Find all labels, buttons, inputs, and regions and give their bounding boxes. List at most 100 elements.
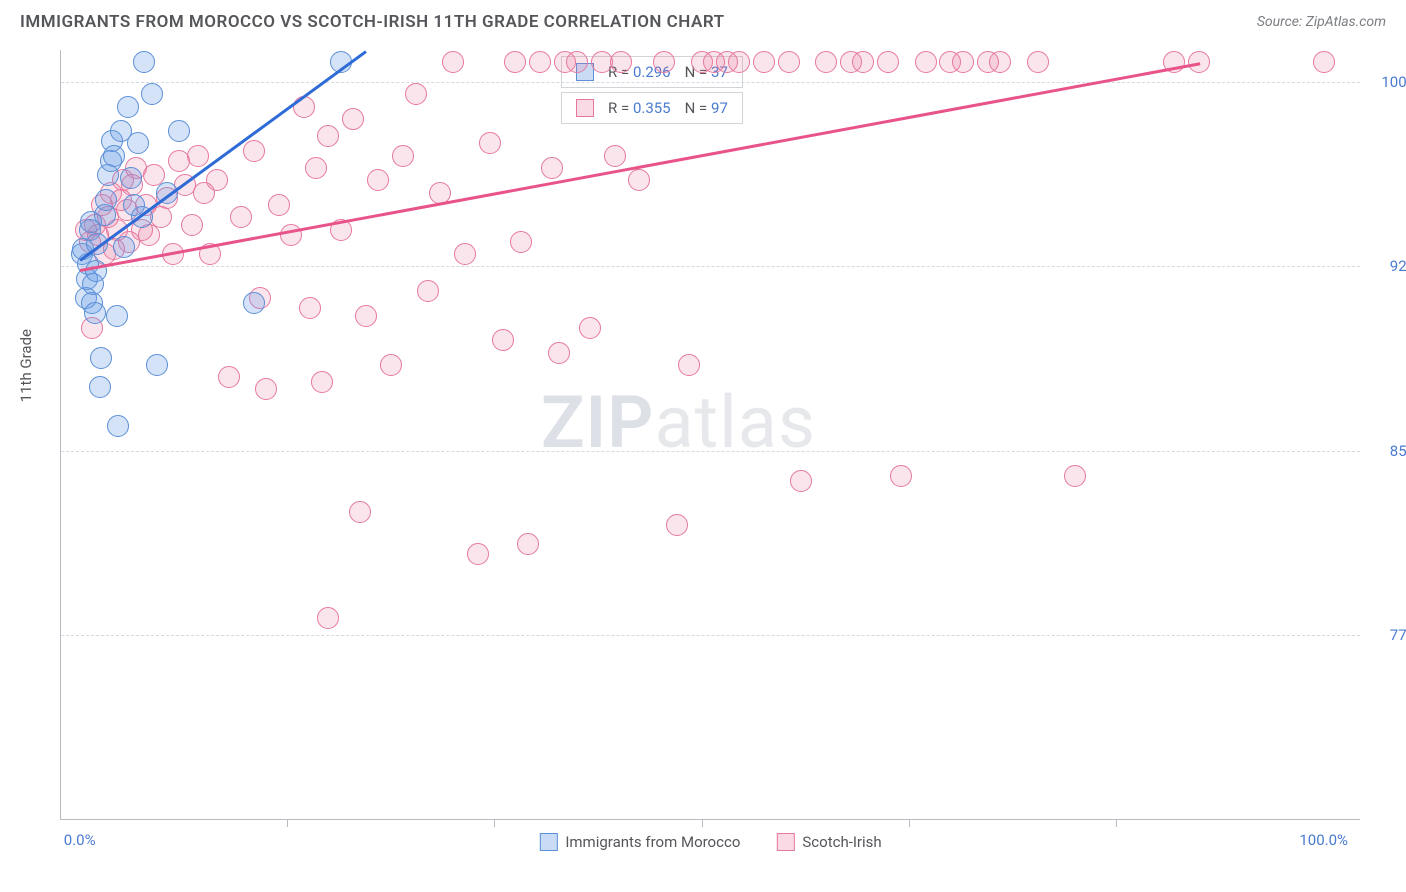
- data-point: [127, 132, 149, 154]
- data-point: [610, 51, 632, 73]
- swatch-blue-icon: [539, 833, 557, 851]
- data-point: [492, 329, 514, 351]
- gridline: [61, 635, 1360, 636]
- data-point: [230, 206, 252, 228]
- data-point: [915, 51, 937, 73]
- data-point: [510, 231, 532, 253]
- watermark: ZIPatlas: [541, 380, 816, 465]
- data-point: [417, 280, 439, 302]
- data-point: [243, 140, 265, 162]
- swatch-pink-icon: [776, 833, 794, 851]
- data-point: [342, 108, 364, 130]
- data-point: [218, 366, 240, 388]
- data-point: [317, 607, 339, 629]
- legend-item-blue: Immigrants from Morocco: [539, 833, 740, 851]
- gridline: [61, 266, 1360, 267]
- data-point: [454, 243, 476, 265]
- bottom-legend: Immigrants from Morocco Scotch-Irish: [539, 833, 881, 851]
- y-tick-label: 85.0%: [1370, 442, 1406, 460]
- legend-label: Scotch-Irish: [802, 833, 881, 851]
- data-point: [790, 470, 812, 492]
- data-point: [467, 543, 489, 565]
- data-point: [206, 169, 228, 191]
- data-point: [566, 51, 588, 73]
- swatch-pink-icon: [576, 99, 594, 117]
- data-point: [517, 533, 539, 555]
- data-point: [367, 169, 389, 191]
- data-point: [852, 51, 874, 73]
- x-tick-label: 0.0%: [64, 831, 96, 849]
- data-point: [293, 96, 315, 118]
- data-point: [133, 51, 155, 73]
- data-point: [107, 415, 129, 437]
- data-point: [666, 514, 688, 536]
- data-point: [604, 145, 626, 167]
- data-point: [815, 51, 837, 73]
- data-point: [653, 51, 675, 73]
- data-point: [778, 51, 800, 73]
- data-point: [268, 194, 290, 216]
- data-point: [243, 292, 265, 314]
- x-tick-label: 100.0%: [1299, 831, 1348, 849]
- y-tick-label: 77.5%: [1370, 626, 1406, 644]
- data-point: [168, 120, 190, 142]
- y-tick-label: 92.5%: [1370, 257, 1406, 275]
- data-point: [349, 501, 371, 523]
- data-point: [678, 354, 700, 376]
- y-tick-label: 100.0%: [1370, 73, 1406, 91]
- data-point: [380, 354, 402, 376]
- data-point: [90, 347, 112, 369]
- data-point: [120, 167, 142, 189]
- data-point: [504, 51, 526, 73]
- legend-label: Immigrants from Morocco: [565, 833, 740, 851]
- data-point: [146, 354, 168, 376]
- data-point: [117, 96, 139, 118]
- data-point: [952, 51, 974, 73]
- x-tick: [909, 819, 910, 827]
- data-point: [753, 51, 775, 73]
- data-point: [84, 302, 106, 324]
- data-point: [579, 317, 601, 339]
- data-point: [890, 465, 912, 487]
- data-point: [141, 83, 163, 105]
- legend-item-pink: Scotch-Irish: [776, 833, 881, 851]
- gridline: [61, 451, 1360, 452]
- y-axis-title: 11th Grade: [17, 329, 35, 402]
- data-point: [280, 224, 302, 246]
- data-point: [989, 51, 1011, 73]
- data-point: [181, 214, 203, 236]
- chart-title: IMMIGRANTS FROM MOROCCO VS SCOTCH-IRISH …: [20, 12, 725, 32]
- data-point: [529, 51, 551, 73]
- data-point: [317, 125, 339, 147]
- data-point: [877, 51, 899, 73]
- data-point: [95, 189, 117, 211]
- data-point: [187, 145, 209, 167]
- data-point: [255, 378, 277, 400]
- data-point: [103, 145, 125, 167]
- data-point: [311, 371, 333, 393]
- data-point: [299, 297, 321, 319]
- data-point: [541, 157, 563, 179]
- data-point: [405, 83, 427, 105]
- data-point: [479, 132, 501, 154]
- data-point: [113, 236, 135, 258]
- x-tick: [287, 819, 288, 827]
- x-tick: [494, 819, 495, 827]
- data-point: [442, 51, 464, 73]
- data-point: [305, 157, 327, 179]
- data-point: [628, 169, 650, 191]
- data-point: [355, 305, 377, 327]
- gridline: [61, 82, 1360, 83]
- data-point: [89, 376, 111, 398]
- stats-box-pink: R = 0.355 N = 97: [561, 92, 743, 124]
- source-label: Source: ZipAtlas.com: [1257, 14, 1386, 30]
- data-point: [1313, 51, 1335, 73]
- scatter-chart: ZIPatlas R = 0.296 N = 37 R = 0.355 N = …: [60, 50, 1360, 820]
- data-point: [548, 342, 570, 364]
- x-tick: [702, 819, 703, 827]
- data-point: [1027, 51, 1049, 73]
- data-point: [1064, 465, 1086, 487]
- data-point: [392, 145, 414, 167]
- data-point: [106, 305, 128, 327]
- x-tick: [1116, 819, 1117, 827]
